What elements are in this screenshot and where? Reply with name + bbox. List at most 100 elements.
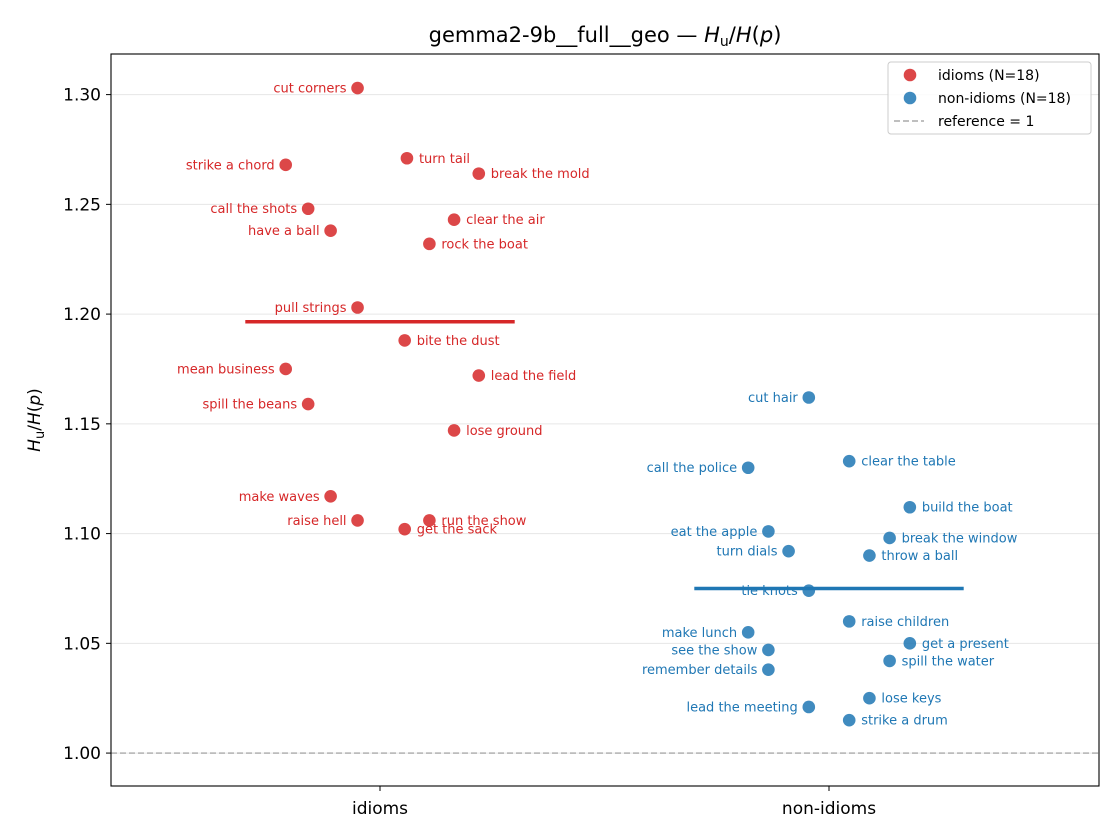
data-point xyxy=(863,691,876,705)
point-label: eat the apple xyxy=(671,525,758,540)
point-label: see the show xyxy=(671,643,757,658)
ylabel-slash: / xyxy=(25,425,45,431)
point-label: rock the boat xyxy=(441,237,528,252)
legend-entry: non-idioms (N=18) xyxy=(938,91,1071,107)
data-point xyxy=(324,224,337,237)
point-label: lose keys xyxy=(881,692,941,707)
title-math-paren-open: ( xyxy=(752,23,760,47)
point-label: strike a chord xyxy=(186,158,275,173)
legend: idioms (N=18) non-idioms (N=18) reference … xyxy=(887,61,1092,135)
legend-marker xyxy=(903,68,917,82)
data-point xyxy=(301,397,315,411)
x-tick-label: idioms xyxy=(352,799,408,819)
data-points xyxy=(279,81,917,727)
data-point xyxy=(903,500,917,514)
legend-entry: idioms (N=18) xyxy=(938,68,1040,84)
title-math-h: H xyxy=(704,23,720,47)
point-label: make waves xyxy=(239,490,320,505)
data-point xyxy=(842,454,856,468)
point-label: make lunch xyxy=(662,626,737,641)
legend-marker xyxy=(903,91,917,105)
data-point xyxy=(324,489,337,503)
data-point xyxy=(903,637,917,650)
y-tick-label: 1.10 xyxy=(63,525,101,545)
point-label: bite the dust xyxy=(417,334,500,349)
point-label: strike a drum xyxy=(861,714,948,729)
y-tick-label: 1.30 xyxy=(63,86,101,106)
data-point xyxy=(741,461,755,475)
data-point xyxy=(782,544,795,558)
data-point xyxy=(883,654,896,668)
title-math-paren-close: ) xyxy=(773,23,781,47)
legend-box xyxy=(887,61,1092,135)
y-axis: 1.00 1.05 1.10 1.15 1.20 1.25 1.30 xyxy=(63,86,111,764)
point-label: lead the field xyxy=(491,369,576,384)
x-tick-label: non-idioms xyxy=(782,799,876,819)
ylabel-p: p xyxy=(25,395,45,407)
data-point xyxy=(842,713,856,727)
point-label: cut corners xyxy=(273,82,346,97)
point-label: lead the meeting xyxy=(686,700,797,715)
title-math-p: p xyxy=(759,23,773,47)
data-point xyxy=(447,213,461,227)
data-point xyxy=(762,525,775,538)
point-label: raise hell xyxy=(287,514,346,529)
point-label: get the sack xyxy=(417,523,498,538)
legend-entry-reference: reference = 1 xyxy=(938,114,1034,130)
data-point xyxy=(472,369,486,382)
point-label: throw a ball xyxy=(881,549,958,564)
ylabel-hp: H xyxy=(25,412,45,425)
data-point xyxy=(351,301,364,314)
data-point xyxy=(802,391,816,404)
point-label: turn dials xyxy=(717,545,778,560)
point-label: run the show xyxy=(441,514,526,529)
ylabel-sub-u: u xyxy=(33,431,48,439)
point-label: pull strings xyxy=(275,301,347,316)
mean-lines xyxy=(245,320,964,591)
point-label: break the window xyxy=(902,531,1018,546)
point-label: break the mold xyxy=(491,167,590,182)
chart-title-text: gemma2-9b__full__geo — xyxy=(429,23,704,48)
point-label: clear the table xyxy=(861,455,956,470)
point-labels: cut corners strike a chord turn tail break … xyxy=(177,82,1018,729)
data-point xyxy=(398,522,411,536)
y-tick-label: 1.00 xyxy=(63,744,101,764)
data-point xyxy=(400,151,414,165)
y-tick-label: 1.15 xyxy=(63,415,101,435)
point-label: spill the water xyxy=(902,654,995,669)
point-label: call the shots xyxy=(210,202,297,217)
point-label: mean business xyxy=(177,362,275,377)
chart-title: gemma2-9b__full__geo — Hu/H(p) xyxy=(429,23,782,50)
data-point xyxy=(279,158,293,172)
data-point xyxy=(762,663,775,676)
data-point xyxy=(423,514,436,527)
point-label: spill the beans xyxy=(202,398,297,413)
data-point xyxy=(447,424,461,437)
data-point xyxy=(279,362,293,376)
plot-frame xyxy=(110,53,1100,787)
point-label: lose ground xyxy=(466,424,542,439)
data-point xyxy=(301,202,315,216)
point-label: remember details xyxy=(642,663,758,678)
ylabel-paren-open: ( xyxy=(25,406,45,413)
point-label: raise children xyxy=(861,615,949,630)
point-label: have a ball xyxy=(248,224,320,239)
y-axis-label: Hu/H(p) xyxy=(25,388,48,452)
ylabel-h: H xyxy=(25,439,45,452)
data-point xyxy=(802,584,816,597)
x-axis: idioms non-idioms xyxy=(352,786,876,819)
data-point xyxy=(351,514,364,527)
point-label: turn tail xyxy=(419,152,470,167)
grid-lines xyxy=(111,94,1099,754)
title-math-slash: / xyxy=(729,23,737,47)
point-label: clear the air xyxy=(466,213,545,228)
data-point xyxy=(802,700,816,714)
data-point xyxy=(842,615,856,628)
data-point xyxy=(351,81,364,95)
data-point xyxy=(762,643,775,657)
data-point xyxy=(863,549,876,562)
data-point xyxy=(398,334,411,347)
y-tick-label: 1.25 xyxy=(63,195,101,215)
